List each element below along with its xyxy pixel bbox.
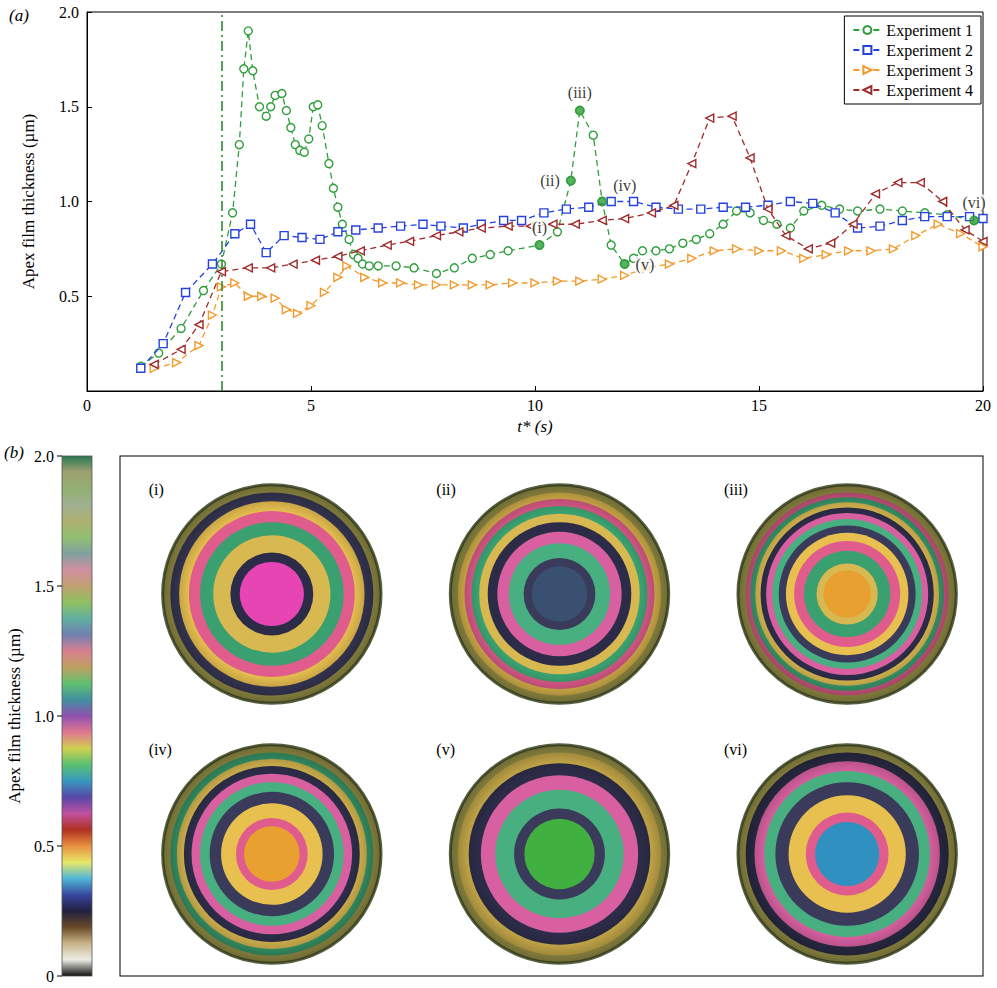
svg-text:t* (s): t* (s) [517, 417, 553, 436]
svg-text:1.5: 1.5 [34, 578, 54, 595]
svg-text:0: 0 [83, 397, 91, 414]
svg-text:Apex film thickness (µm): Apex film thickness (µm) [5, 628, 24, 804]
svg-text:(v): (v) [636, 256, 655, 274]
svg-text:20: 20 [975, 397, 991, 414]
svg-text:(vi): (vi) [724, 741, 747, 759]
svg-text:5: 5 [307, 397, 315, 414]
svg-text:1.5: 1.5 [59, 98, 79, 115]
svg-text:Experiment 4: Experiment 4 [886, 82, 973, 100]
svg-text:10: 10 [527, 397, 543, 414]
svg-text:(iii): (iii) [568, 84, 592, 102]
svg-text:(i): (i) [149, 481, 164, 499]
svg-text:(b): (b) [4, 443, 24, 462]
svg-text:(vi): (vi) [962, 194, 985, 212]
svg-text:0: 0 [46, 968, 54, 985]
svg-text:(ii): (ii) [436, 481, 456, 499]
svg-text:0.5: 0.5 [59, 288, 79, 305]
svg-text:(i): (i) [532, 219, 547, 237]
svg-text:1.0: 1.0 [34, 708, 54, 725]
svg-text:(iv): (iv) [149, 741, 172, 759]
svg-text:1.0: 1.0 [59, 193, 79, 210]
svg-text:0.5: 0.5 [34, 838, 54, 855]
svg-text:2.0: 2.0 [59, 4, 79, 21]
svg-text:Experiment 1: Experiment 1 [886, 22, 973, 40]
svg-text:Apex film thickness (µm): Apex film thickness (µm) [19, 114, 38, 290]
svg-text:2.0: 2.0 [34, 448, 54, 465]
svg-text:Experiment 2: Experiment 2 [886, 42, 973, 60]
svg-text:Experiment 3: Experiment 3 [886, 62, 973, 80]
svg-text:(ii): (ii) [540, 172, 560, 190]
svg-text:(iii): (iii) [724, 481, 748, 499]
svg-text:(iv): (iv) [613, 177, 636, 195]
svg-text:15: 15 [751, 397, 767, 414]
svg-text:(v): (v) [436, 741, 455, 759]
svg-text:(a): (a) [9, 6, 29, 25]
